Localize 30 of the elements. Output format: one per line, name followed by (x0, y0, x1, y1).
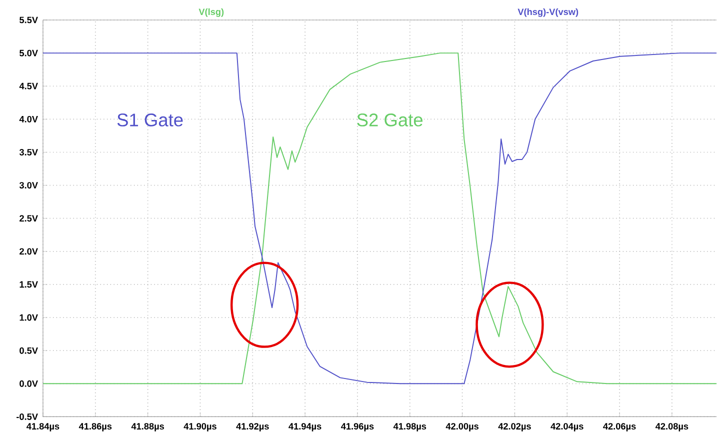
y-tick-label: 5.0V (20, 50, 38, 56)
x-tick-label: 41.96µs (341, 423, 374, 432)
y-tick-label: 0.5V (20, 347, 38, 354)
text: V(hsg)-V(vsw) (518, 8, 578, 17)
y-tick-label: 5.5V (20, 16, 38, 24)
x-tick-label: 42.06µs (603, 423, 636, 432)
y-tick-label: 1.0V (20, 314, 38, 321)
y-tick-label: 2.5V (20, 215, 38, 222)
y-tick-label: 4.5V (19, 82, 38, 90)
x-tick-label: 41.86µs (78, 423, 112, 432)
y-tick-label: 3.0V (19, 182, 38, 189)
x-tick-label: 42.08µs (655, 423, 688, 432)
text: V(lsg) (198, 8, 224, 17)
y-tick-label: 1.5V (20, 281, 38, 288)
annotation: S1 Gate (117, 113, 183, 126)
x-tick-label: 41.92µs (236, 423, 269, 432)
y-tick-label: -0.5V (16, 413, 38, 420)
x-tick-label: 42.02µs (498, 423, 531, 432)
x-tick-label: 41.88µs (131, 423, 164, 432)
annotation: S2 Gate (357, 113, 423, 126)
x-tick-label: 41.94µs (288, 423, 322, 432)
y-tick-label: 0.0V (20, 380, 38, 387)
y-tick-label: 3.5V (19, 148, 38, 156)
x-tick-label: 42.00µs (446, 423, 478, 432)
x-tick-label: 41.90µs (184, 423, 216, 432)
x-tick-label: 42.04µs (550, 423, 584, 432)
y-tick-label: 4.0V (19, 116, 38, 122)
y-tick-label: 2.0V (20, 248, 38, 255)
x-tick-label: 41.98µs (393, 423, 426, 432)
x-tick-label: 41.84µs (26, 423, 60, 432)
